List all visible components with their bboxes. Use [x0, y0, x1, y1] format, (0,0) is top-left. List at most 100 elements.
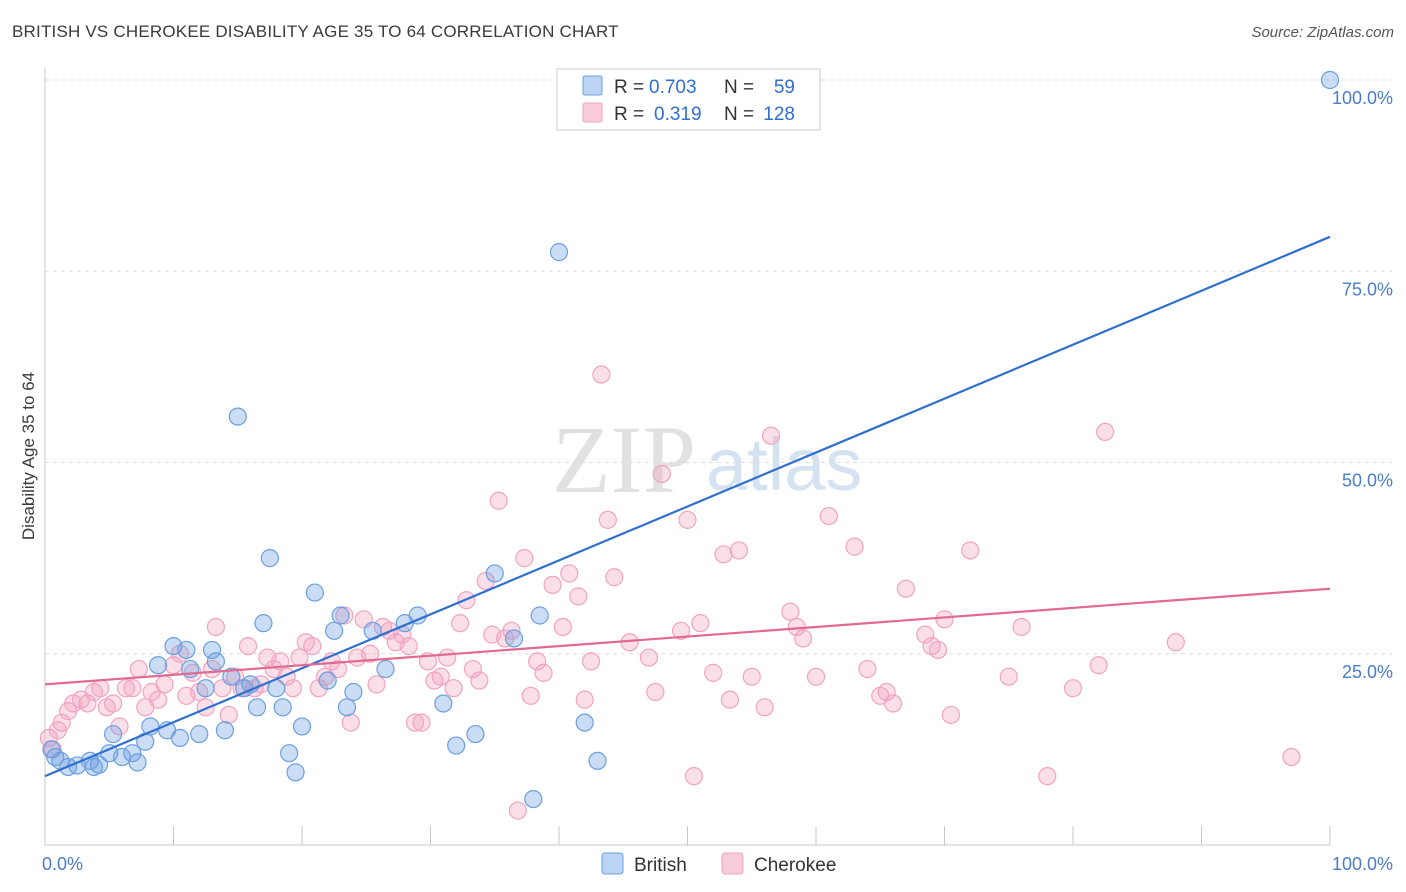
british-point-39	[318, 671, 337, 690]
legend: R = 0.703 N = 59 R = 0.319 N = 128	[556, 68, 821, 131]
cherokee-point-104	[794, 629, 813, 648]
british-point-54	[549, 243, 569, 262]
cherokee-point-84	[582, 652, 601, 671]
cherokee-point-63	[438, 648, 457, 667]
bottom-legend-british: British	[634, 855, 687, 876]
watermark: ZIP atlas	[552, 406, 862, 513]
cherokee-point-90	[646, 682, 665, 702]
cherokee-point-124	[1096, 422, 1115, 441]
cherokee-point-58	[405, 713, 425, 732]
cherokee-point-113	[916, 625, 935, 644]
british-point-40	[325, 621, 344, 640]
british-point-27	[228, 407, 247, 426]
cherokee-point-51	[361, 644, 380, 663]
cherokee-point-97	[720, 690, 740, 709]
trend-lines	[44, 235, 1331, 778]
cherokee-point-46	[328, 659, 348, 679]
legend-n-value-cherokee: 128	[763, 104, 795, 125]
x-tick-label-1: 100.0%	[1332, 854, 1393, 874]
cherokee-point-52	[367, 675, 386, 694]
british-points	[42, 70, 1340, 809]
legend-n-label-cherokee: N =	[724, 104, 754, 125]
cherokee-point-47	[335, 606, 354, 625]
british-point-11	[123, 744, 142, 763]
cherokee-point-74	[508, 801, 527, 820]
cherokee-point-99	[742, 667, 761, 686]
british-point-49	[466, 724, 485, 744]
y-tick-label-0: 25.0%	[1342, 662, 1393, 682]
cherokee-point-3	[52, 713, 71, 732]
british-point-22	[196, 679, 215, 698]
british-point-34	[273, 698, 292, 717]
cherokee-point-68	[470, 671, 489, 690]
british-point-35	[280, 744, 299, 763]
cherokee-point-106	[819, 506, 838, 526]
british-point-31	[254, 614, 273, 633]
cherokee-point-62	[431, 667, 450, 686]
cherokee-point-105	[806, 667, 826, 686]
british-point-23	[202, 640, 222, 660]
british-point-26	[222, 667, 241, 686]
cherokee-point-13	[116, 679, 136, 698]
cherokee-point-77	[528, 652, 547, 671]
cherokee-point-126	[1282, 747, 1301, 767]
legend-r-value-british: 0.703	[649, 77, 697, 98]
cherokee-point-107	[845, 537, 864, 556]
british-point-24	[206, 652, 226, 671]
cherokee-point-92	[678, 510, 697, 529]
grid	[45, 79, 1392, 655]
cherokee-point-67	[463, 659, 483, 679]
watermark-zip: ZIP	[552, 406, 696, 513]
cherokee-point-117	[941, 705, 961, 725]
cherokee-point-27	[206, 617, 226, 637]
bottom-legend-cherokee: Cherokee	[754, 855, 836, 876]
cherokee-point-82	[569, 587, 588, 606]
cherokee-point-122	[1063, 679, 1083, 698]
bottom-legend: British Cherokee	[601, 852, 836, 876]
cherokee-point-64	[444, 679, 463, 698]
cherokee-point-86	[598, 510, 617, 529]
x-tick-label-0: 0.0%	[42, 854, 83, 874]
british-point-37	[292, 717, 312, 736]
legend-n-value-british: 59	[774, 77, 795, 98]
british-point-48	[447, 736, 466, 755]
british-point-56	[588, 751, 607, 770]
x-tick-labels: 0.0% 100.0%	[42, 854, 1393, 874]
british-point-19	[177, 640, 196, 660]
british-point-36	[286, 763, 305, 782]
y-tick-label-1: 50.0%	[1342, 471, 1393, 491]
legend-r-value-cherokee: 0.319	[654, 104, 702, 125]
cherokee-point-80	[553, 617, 572, 637]
british-point-12	[128, 753, 147, 772]
bottom-legend-swatch-cherokee	[721, 852, 744, 875]
cherokee-point-111	[883, 694, 903, 713]
chart-title: BRITISH VS CHEROKEE DISABILITY AGE 35 TO…	[12, 22, 619, 41]
y-tick-labels: 25.0% 50.0% 75.0% 100.0%	[1332, 88, 1393, 682]
cherokee-point-118	[961, 541, 980, 560]
legend-swatch-cherokee	[582, 102, 603, 123]
legend-n-label-british: N =	[724, 77, 754, 98]
bottom-legend-swatch-british	[601, 852, 624, 875]
british-point-58	[1320, 70, 1340, 90]
cherokee-point-110	[877, 682, 896, 702]
british-point-15	[148, 656, 168, 675]
british-trend-line	[44, 235, 1331, 778]
cherokee-point-15	[129, 659, 148, 679]
cherokee-point-29	[219, 705, 238, 725]
british-point-9	[104, 724, 123, 744]
british-point-51	[504, 629, 524, 648]
cherokee-point-108	[858, 659, 877, 679]
legend-swatch-british	[582, 75, 603, 96]
cherokee-point-9	[91, 679, 110, 698]
cherokee-point-98	[729, 541, 749, 560]
british-point-38	[305, 583, 324, 602]
cherokee-point-115	[928, 640, 948, 660]
cherokee-point-48	[341, 713, 360, 732]
cherokee-point-121	[1038, 767, 1057, 786]
cherokee-point-95	[704, 663, 723, 682]
y-tick-label-3: 100.0%	[1332, 88, 1393, 108]
british-point-42	[337, 698, 357, 717]
cherokee-point-7	[78, 694, 97, 713]
cherokee-point-112	[896, 579, 916, 598]
